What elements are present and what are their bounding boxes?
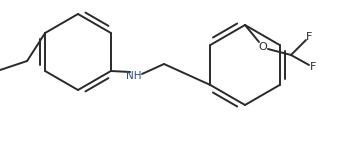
Text: NH: NH (126, 71, 142, 81)
Text: O: O (258, 42, 267, 52)
Text: F: F (306, 32, 312, 42)
Text: F: F (310, 62, 316, 72)
